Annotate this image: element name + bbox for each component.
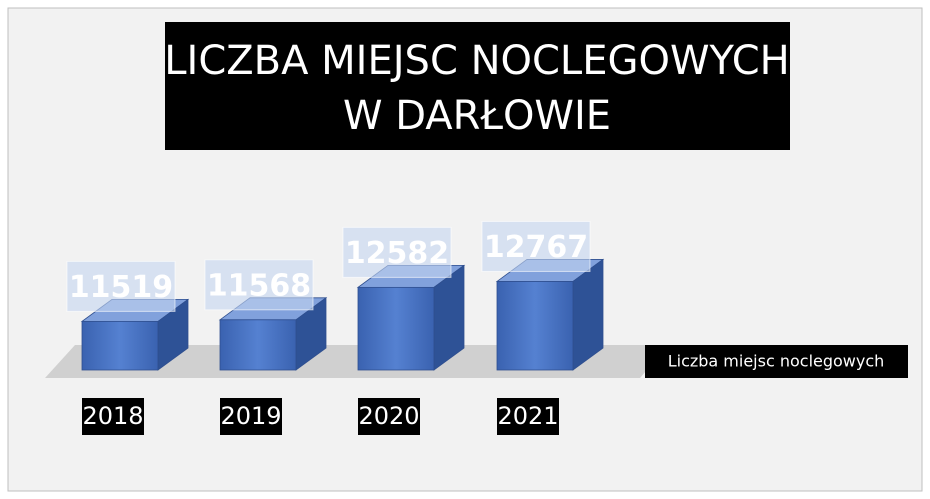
title-box <box>165 22 790 150</box>
bar <box>357 286 435 371</box>
x-tick-label-box <box>358 398 420 435</box>
legend-box <box>645 345 908 378</box>
bar <box>496 281 574 371</box>
legend-label: Liczba miejsc noclegowych <box>668 352 885 371</box>
value-label: 12767 <box>484 230 588 265</box>
x-tick-label-box <box>497 398 559 435</box>
x-tick-label: 2020 <box>358 402 419 430</box>
value-label-box <box>204 259 314 311</box>
x-tick-label-box <box>82 398 144 435</box>
x-tick-label: 2018 <box>82 402 143 430</box>
x-tick-label: 2019 <box>220 402 281 430</box>
x-tick-label: 2021 <box>497 402 558 430</box>
value-label: 11568 <box>207 268 311 303</box>
bar <box>81 320 159 371</box>
chart-title: W DARŁOWIE <box>343 93 611 139</box>
bar <box>219 319 297 371</box>
x-tick-label-box <box>220 398 282 435</box>
value-label-box <box>481 220 591 272</box>
value-label: 11519 <box>69 270 173 305</box>
value-label-box <box>342 226 452 278</box>
value-label: 12582 <box>345 236 449 271</box>
value-label-box <box>66 260 176 312</box>
chart-title: LICZBA MIEJSC NOCLEGOWYCH <box>164 38 790 84</box>
